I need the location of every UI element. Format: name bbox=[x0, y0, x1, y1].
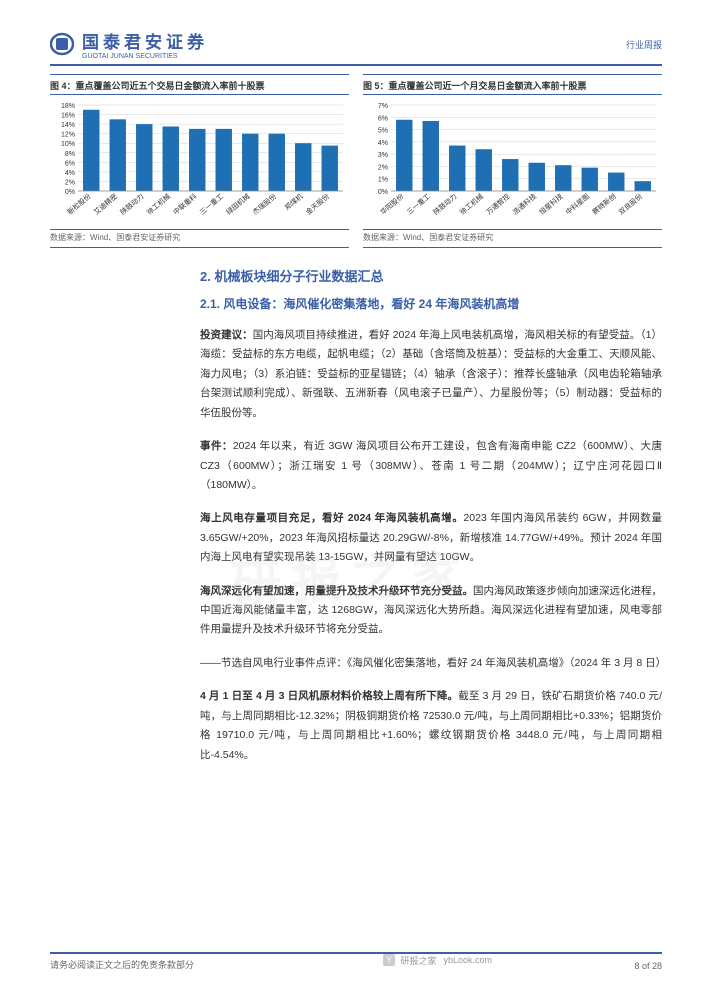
page-header: 国泰君安证券 GUOTAI JUNAN SECURITIES 行业周报 bbox=[50, 28, 662, 66]
svg-text:12%: 12% bbox=[61, 132, 75, 139]
svg-text:浩通科技: 浩通科技 bbox=[511, 192, 538, 217]
svg-text:5%: 5% bbox=[378, 128, 388, 135]
svg-text:绿田机械: 绿田机械 bbox=[224, 192, 251, 217]
svg-text:4%: 4% bbox=[65, 170, 75, 177]
svg-text:2%: 2% bbox=[378, 164, 388, 171]
svg-text:三一重工: 三一重工 bbox=[405, 192, 432, 216]
footer-site-url: ybLook.com bbox=[443, 955, 492, 965]
svg-text:赛特新创: 赛特新创 bbox=[590, 192, 617, 217]
logo-text: 国泰君安证券 GUOTAI JUNAN SECURITIES bbox=[82, 28, 208, 60]
svg-text:双良股份: 双良股份 bbox=[617, 192, 644, 217]
svg-text:2%: 2% bbox=[65, 179, 75, 186]
svg-text:4%: 4% bbox=[378, 140, 388, 147]
paragraph: ——节选自风电行业事件点评：《海风催化密集落地，看好 24 年海风装机高增》（2… bbox=[200, 654, 662, 673]
main-content: 2. 机械板块细分子行业数据汇总 2.1. 风电设备：海风催化密集落地，看好 2… bbox=[50, 266, 662, 765]
svg-text:万通智控: 万通智控 bbox=[484, 192, 511, 217]
svg-text:郑煤机: 郑煤机 bbox=[283, 192, 305, 212]
svg-text:7%: 7% bbox=[378, 103, 388, 110]
chart-4-container: 0%2%4%6%8%10%12%14%16%18%新松股份艾迪精密陕鼓动力徐工机… bbox=[50, 99, 349, 229]
svg-text:杰瑞股份: 杰瑞股份 bbox=[251, 192, 278, 217]
paragraph: 海上风电存量项目充足，看好 2024 年海风装机高增。2023 年国内海风吊装约… bbox=[200, 509, 662, 567]
paragraph: 事件：2024 年以来，有近 3GW 海风项目公布开工建设，包含有海南申能 CZ… bbox=[200, 437, 662, 495]
charts-row: 图 4：重点覆盖公司近五个交易日金额流入率前十股票 0% 2% 4% 6% 8% 10% 1… bbox=[50, 74, 662, 248]
svg-text:6%: 6% bbox=[378, 115, 388, 122]
svg-text:徐工机械: 徐工机械 bbox=[145, 192, 172, 217]
chart-5-container: 0%1%2%3%4%5%6%7%华阳股份三一重工陕鼓动力徐工机械万通智控浩通科技… bbox=[363, 99, 662, 229]
page-footer: 请务必阅读正文之后的免责条款部分 Y 研报之家 ybLook.com 8 of … bbox=[50, 952, 662, 971]
svg-text:艾迪精密: 艾迪精密 bbox=[92, 192, 119, 217]
paragraph: 海风深远化有望加速，用量提升及技术升级环节充分受益。国内海风政策逐步倾向加速深远… bbox=[200, 582, 662, 640]
svg-text:1%: 1% bbox=[378, 177, 388, 184]
footer-site-label: 研报之家 bbox=[400, 954, 436, 967]
footer-page-number: 8 of 28 bbox=[634, 961, 662, 971]
footer-site-logo: Y 研报之家 ybLook.com bbox=[382, 953, 492, 967]
chart-4-title: 图 4：重点覆盖公司近五个交易日金额流入率前十股票 bbox=[50, 75, 349, 95]
chart-5-svg: 0%1%2%3%4%5%6%7%华阳股份三一重工陕鼓动力徐工机械万通智控浩通科技… bbox=[363, 99, 662, 229]
page: 国泰君安证券 GUOTAI JUNAN SECURITIES 行业周报 图 4：… bbox=[0, 0, 702, 991]
svg-text:8%: 8% bbox=[65, 151, 75, 158]
svg-text:金天股份: 金天股份 bbox=[304, 192, 331, 217]
company-logo-block: 国泰君安证券 GUOTAI JUNAN SECURITIES bbox=[50, 28, 208, 60]
company-logo-icon bbox=[50, 32, 74, 56]
paragraphs-container: 投资建议：国内海风项目持续推进，看好 2024 年海上风电装机高增，海风相关标的… bbox=[200, 326, 662, 765]
svg-text:陕鼓动力: 陕鼓动力 bbox=[431, 192, 458, 217]
chart-4-svg: 0%2%4%6%8%10%12%14%16%18%新松股份艾迪精密陕鼓动力徐工机… bbox=[50, 99, 349, 229]
section-heading-2: 2.1. 风电设备：海风催化密集落地，看好 24 年海风装机高增 bbox=[200, 295, 662, 312]
svg-text:0%: 0% bbox=[378, 189, 388, 196]
svg-text:中科星图: 中科星图 bbox=[564, 192, 591, 217]
site-icon: Y bbox=[382, 953, 396, 967]
svg-text:3%: 3% bbox=[378, 152, 388, 159]
paragraph: 4 月 1 日至 4 月 3 日风机原材料价格较上周有所下降。截至 3 月 29… bbox=[200, 687, 662, 765]
svg-text:陕鼓动力: 陕鼓动力 bbox=[118, 192, 145, 217]
footer-disclaimer: 请务必阅读正文之后的免责条款部分 bbox=[50, 958, 194, 971]
svg-text:徐工机械: 徐工机械 bbox=[458, 192, 485, 217]
svg-text:中联重科: 中联重科 bbox=[171, 192, 198, 217]
logo-text-cn: 国泰君安证券 bbox=[82, 28, 208, 53]
paragraph: 投资建议：国内海风项目持续推进，看好 2024 年海上风电装机高增，海风相关标的… bbox=[200, 326, 662, 423]
svg-text:14%: 14% bbox=[61, 122, 75, 129]
chart-5-box: 图 5：重点覆盖公司近一个月交易日金额流入率前十股票 0% 1% 2% 3% 4% 5% 6… bbox=[363, 74, 662, 248]
svg-text:0%: 0% bbox=[65, 189, 75, 196]
logo-text-en: GUOTAI JUNAN SECURITIES bbox=[82, 53, 208, 60]
chart-4-source: 数据来源：Wind、国泰君安证券研究 bbox=[50, 229, 349, 247]
svg-text:恒星科技: 恒星科技 bbox=[537, 192, 564, 217]
section-heading-1: 2. 机械板块细分子行业数据汇总 bbox=[200, 266, 662, 285]
svg-text:18%: 18% bbox=[61, 103, 75, 110]
chart-4-box: 图 4：重点覆盖公司近五个交易日金额流入率前十股票 0% 2% 4% 6% 8% 10% 1… bbox=[50, 74, 349, 248]
svg-text:16%: 16% bbox=[61, 113, 75, 120]
svg-text:Y: Y bbox=[386, 955, 392, 965]
chart-5-source: 数据来源：Wind、国泰君安证券研究 bbox=[363, 229, 662, 247]
chart-5-title: 图 5：重点覆盖公司近一个月交易日金额流入率前十股票 bbox=[363, 75, 662, 95]
header-category: 行业周报 bbox=[626, 38, 662, 51]
svg-text:三一重工: 三一重工 bbox=[198, 192, 225, 216]
svg-text:10%: 10% bbox=[61, 141, 75, 148]
svg-text:6%: 6% bbox=[65, 160, 75, 167]
